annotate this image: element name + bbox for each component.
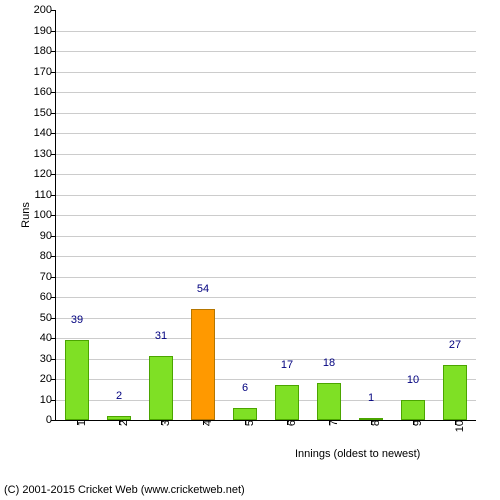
y-tick-label: 60: [40, 291, 56, 303]
gridline: [56, 92, 476, 93]
x-tick-label: 5: [234, 420, 256, 426]
y-tick-label: 110: [34, 189, 56, 201]
x-tick-label: 4: [192, 420, 214, 426]
y-tick-label: 40: [40, 332, 56, 344]
y-tick-label: 20: [40, 373, 56, 385]
gridline: [56, 72, 476, 73]
y-tick-label: 160: [34, 86, 56, 98]
bar: [191, 309, 214, 420]
x-tick-label: 7: [318, 420, 340, 426]
bar-value-label: 27: [449, 339, 461, 351]
y-tick-label: 190: [34, 25, 56, 37]
gridline: [56, 51, 476, 52]
bar: [443, 365, 466, 420]
bar: [65, 340, 88, 420]
gridline: [56, 359, 476, 360]
bar: [149, 356, 172, 420]
y-tick-label: 30: [40, 353, 56, 365]
y-tick-label: 140: [34, 127, 56, 139]
copyright-text: (C) 2001-2015 Cricket Web (www.cricketwe…: [4, 484, 245, 496]
gridline: [56, 256, 476, 257]
gridline: [56, 133, 476, 134]
bar-value-label: 2: [116, 390, 122, 402]
x-axis-label: Innings (oldest to newest): [295, 448, 420, 460]
x-tick-label: 3: [150, 420, 172, 426]
bar: [233, 408, 256, 420]
bar: [275, 385, 298, 420]
gridline: [56, 195, 476, 196]
gridline: [56, 113, 476, 114]
x-tick-label: 8: [360, 420, 382, 426]
y-tick-label: 130: [34, 148, 56, 160]
y-tick-label: 180: [34, 45, 56, 57]
bar-value-label: 10: [407, 374, 419, 386]
x-tick-label: 6: [276, 420, 298, 426]
x-tick-label: 2: [108, 420, 130, 426]
chart-container: 0102030405060708090100110120130140150160…: [0, 0, 500, 500]
x-tick-label: 1: [66, 420, 88, 426]
y-tick-label: 150: [34, 107, 56, 119]
bar: [401, 400, 424, 421]
gridline: [56, 277, 476, 278]
gridline: [56, 338, 476, 339]
y-tick-label: 50: [40, 312, 56, 324]
bar-value-label: 39: [71, 314, 83, 326]
bar-value-label: 6: [242, 382, 248, 394]
y-tick-label: 200: [34, 4, 56, 16]
plot-area: 0102030405060708090100110120130140150160…: [55, 10, 476, 421]
y-tick-label: 120: [34, 168, 56, 180]
gridline: [56, 318, 476, 319]
bar-value-label: 18: [323, 357, 335, 369]
y-tick-label: 100: [34, 209, 56, 221]
gridline: [56, 174, 476, 175]
gridline: [56, 31, 476, 32]
x-tick-label: 10: [444, 420, 466, 432]
bar-value-label: 1: [368, 392, 374, 404]
y-tick-label: 170: [34, 66, 56, 78]
gridline: [56, 154, 476, 155]
gridline: [56, 215, 476, 216]
bar: [317, 383, 340, 420]
bar-value-label: 31: [155, 330, 167, 342]
y-tick-label: 70: [40, 271, 56, 283]
bar-value-label: 17: [281, 359, 293, 371]
y-axis-label: Runs: [20, 202, 32, 228]
gridline: [56, 297, 476, 298]
y-tick-label: 0: [46, 414, 56, 426]
bar-value-label: 54: [197, 283, 209, 295]
y-tick-label: 10: [40, 394, 56, 406]
y-tick-label: 80: [40, 250, 56, 262]
x-tick-label: 9: [402, 420, 424, 426]
gridline: [56, 236, 476, 237]
y-tick-label: 90: [40, 230, 56, 242]
